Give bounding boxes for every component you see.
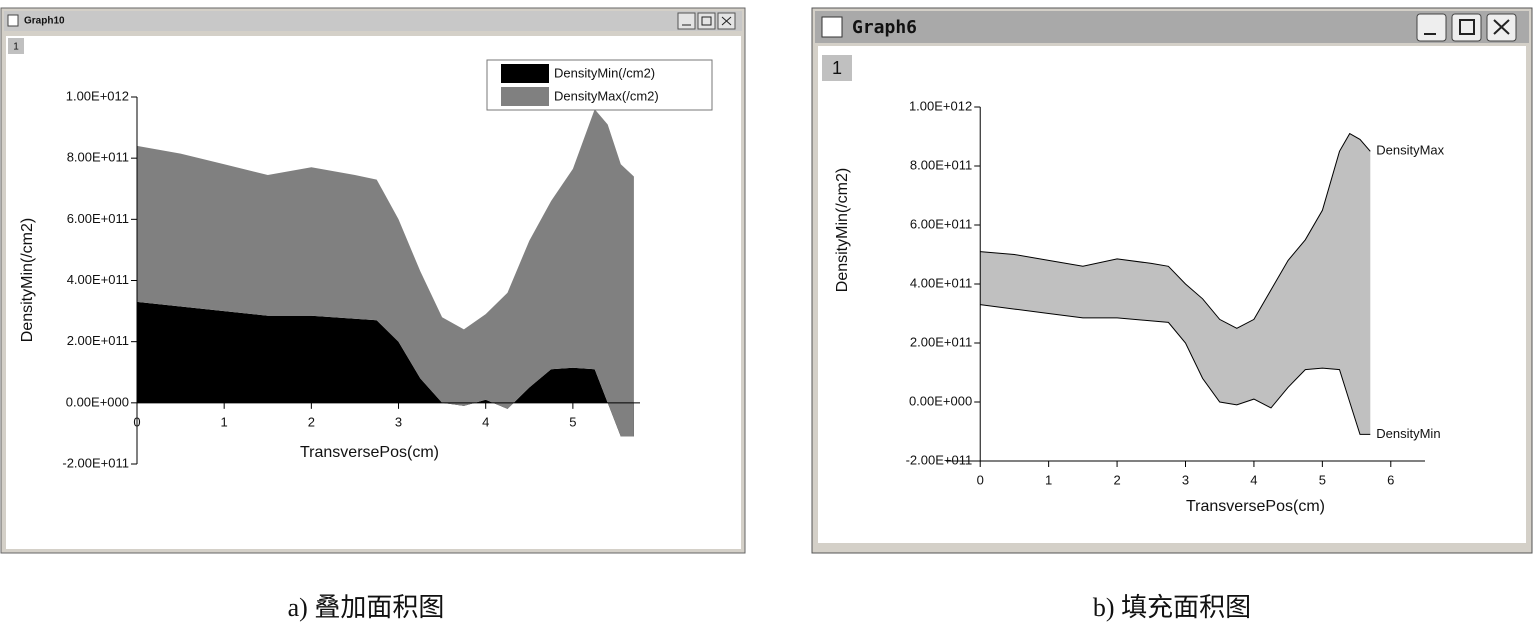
line bbox=[980, 304, 1371, 435]
x-axis-label: TransversePos(cm) bbox=[1186, 498, 1325, 515]
y-tick-label: 1.00E+012 bbox=[909, 98, 972, 113]
line bbox=[980, 132, 1371, 329]
window-icon bbox=[821, 16, 843, 38]
legend-label: DensityMax(/cm2) bbox=[554, 88, 659, 103]
minimize-button[interactable] bbox=[677, 12, 696, 30]
title-bar bbox=[815, 11, 1529, 43]
caption: b) 填充面积图 bbox=[1093, 593, 1251, 622]
area bbox=[137, 109, 634, 437]
y-tick-label: 6.00E+011 bbox=[910, 216, 972, 231]
x-tick-label: 2 bbox=[1113, 472, 1120, 487]
legend-swatch bbox=[501, 64, 549, 83]
layer-label: 1 bbox=[13, 42, 19, 53]
x-axis-label: TransversePos(cm) bbox=[300, 444, 439, 461]
y-tick-label: 0.00E+000 bbox=[909, 393, 972, 408]
window-icon bbox=[7, 14, 19, 27]
x-tick-label: 2 bbox=[308, 414, 315, 429]
maximize-button[interactable] bbox=[697, 12, 716, 30]
y-tick-label: -2.00E+011 bbox=[906, 452, 973, 467]
y-tick-label: 8.00E+011 bbox=[910, 157, 972, 172]
y-tick-label: 6.00E+011 bbox=[67, 211, 129, 226]
layer-tab[interactable] bbox=[822, 55, 852, 81]
button-glyphs bbox=[682, 16, 732, 26]
x-tick-label: 1 bbox=[221, 414, 228, 429]
caption: a) 叠加面积图 bbox=[288, 593, 445, 622]
legend-swatch bbox=[501, 87, 549, 106]
y-tick-label: 0.00E+000 bbox=[66, 394, 129, 409]
maximize-button[interactable] bbox=[1451, 13, 1482, 42]
fill-between bbox=[980, 133, 1371, 435]
y-axis-label: DensityMin(/cm2) bbox=[19, 218, 36, 342]
y-tick-label: 8.00E+011 bbox=[67, 150, 129, 165]
x-tick-label: 4 bbox=[1250, 472, 1257, 487]
x-tick-label: 6 bbox=[1387, 472, 1394, 487]
x-tick-label: 5 bbox=[1319, 472, 1326, 487]
layer-tab[interactable] bbox=[8, 38, 24, 54]
y-tick-label: 1.00E+012 bbox=[66, 88, 129, 103]
window-title: Graph6 bbox=[852, 17, 917, 38]
y-tick-label: 4.00E+011 bbox=[67, 272, 129, 287]
button-glyphs bbox=[1424, 19, 1510, 35]
x-tick-label: 4 bbox=[482, 414, 489, 429]
y-tick-label: 2.00E+011 bbox=[67, 333, 129, 348]
x-tick-label: 0 bbox=[133, 414, 140, 429]
x-tick-label: 3 bbox=[395, 414, 402, 429]
y-tick-label: 2.00E+011 bbox=[910, 334, 972, 349]
series-label: DensityMax bbox=[1376, 143, 1444, 158]
x-tick-label: 0 bbox=[977, 472, 984, 487]
layer-label: 1 bbox=[832, 58, 842, 78]
y-tick-label: 4.00E+011 bbox=[910, 275, 972, 290]
legend-label: DensityMin(/cm2) bbox=[554, 65, 655, 80]
title-bar bbox=[4, 11, 742, 31]
x-tick-label: 3 bbox=[1182, 472, 1189, 487]
x-tick-label: 5 bbox=[569, 414, 576, 429]
y-axis-label: DensityMin(/cm2) bbox=[834, 168, 851, 292]
window-title: Graph10 bbox=[24, 16, 65, 27]
x-tick-label: 1 bbox=[1045, 472, 1052, 487]
minimize-button[interactable] bbox=[1416, 13, 1447, 42]
series-label: DensityMin bbox=[1376, 426, 1440, 441]
y-tick-label: -2.00E+011 bbox=[62, 455, 129, 470]
